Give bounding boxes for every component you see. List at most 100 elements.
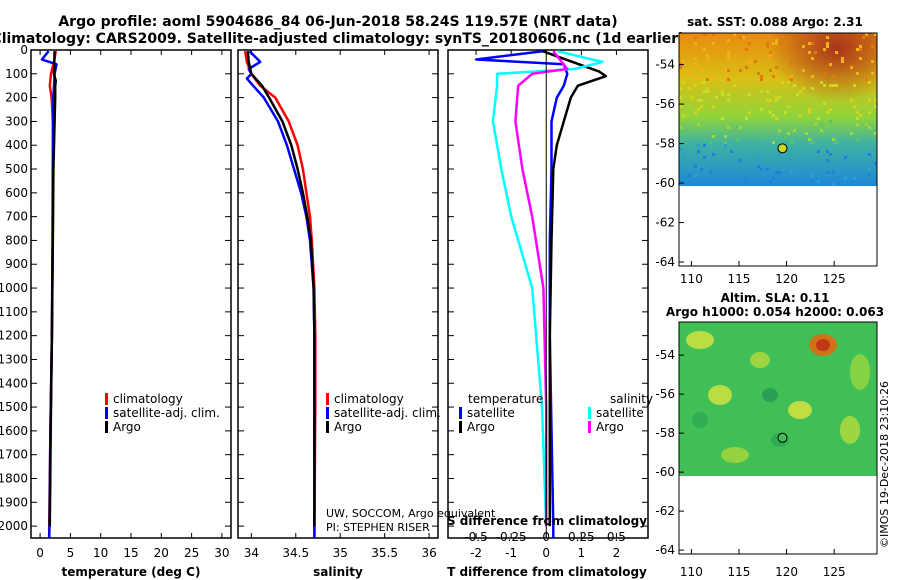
sst-pixel <box>811 57 814 60</box>
legend-swatch-t-satellite <box>459 407 462 419</box>
sst-pixel <box>682 153 685 156</box>
sst-pixel <box>727 51 730 54</box>
legend-title-salinity: salinity <box>610 392 653 406</box>
depth-tick-label: 200 <box>5 91 28 105</box>
sst-pixel <box>871 60 874 63</box>
sst-pixel <box>739 69 742 72</box>
sst-pixel <box>820 81 823 84</box>
sla-map-frame <box>678 321 878 555</box>
sst-pixel <box>706 54 709 57</box>
sst-pixel <box>835 84 838 87</box>
x-tick-label: 25 <box>184 546 199 560</box>
legend-swatch-climatology <box>105 393 108 405</box>
sst-pixel <box>727 54 730 57</box>
lon-tick-label: 120 <box>775 272 798 286</box>
sst-pixel <box>703 81 706 84</box>
sst-pixel <box>793 129 796 132</box>
sst-pixel <box>712 105 715 108</box>
temperature-legend: climatology satellite-adj. clim. Argo <box>105 392 220 434</box>
sst-pixel <box>793 84 796 87</box>
x-tick-label: 0.5 <box>607 530 626 544</box>
sst-pixel <box>871 45 874 48</box>
sst-pixel <box>754 60 757 63</box>
sst-pixel <box>709 171 712 174</box>
lat-tick-label: -56 <box>655 97 675 111</box>
difference-s-ticks: -0.5-0.2500.250.5 <box>464 530 626 544</box>
sst-pixel <box>808 165 811 168</box>
sst-pixel <box>811 87 814 90</box>
sst-pixel <box>703 48 706 51</box>
sst-pixel <box>757 72 760 75</box>
sst-pixel <box>817 180 820 183</box>
sst-pixel <box>682 81 685 84</box>
x-tick-label: -1 <box>505 546 517 560</box>
sst-pixel <box>694 165 697 168</box>
sst-pixel <box>679 180 682 183</box>
sst-speckle <box>679 33 877 186</box>
sst-pixel <box>874 162 877 165</box>
sst-pixel <box>697 99 700 102</box>
sst-pixel <box>742 36 745 39</box>
sst-pixel <box>859 45 862 48</box>
sla-anomaly <box>816 339 830 351</box>
sst-pixel <box>784 111 787 114</box>
sst-pixel <box>778 96 781 99</box>
sst-pixel <box>712 42 715 45</box>
sst-pixel <box>724 69 727 72</box>
sst-pixel <box>778 153 781 156</box>
sst-pixel <box>757 156 760 159</box>
x-tick-label: 15 <box>123 546 138 560</box>
sst-pixel <box>871 72 874 75</box>
sst-pixel <box>841 57 844 60</box>
x-tick-label: 20 <box>154 546 169 560</box>
depth-tick-label: 0 <box>20 43 28 57</box>
sst-pixel <box>850 132 853 135</box>
sst-pixel <box>727 126 730 129</box>
difference-xlabel-top: S difference from climatology <box>447 514 647 528</box>
x-tick-label: 10 <box>93 546 108 560</box>
sst-pixel <box>775 66 778 69</box>
sst-pixel <box>808 42 811 45</box>
sst-pixel <box>805 132 808 135</box>
lat-tick-label: -62 <box>655 216 675 230</box>
sst-lon-ticks: 110 115 120 125 <box>680 261 846 286</box>
sst-pixel <box>703 33 706 36</box>
sst-pixel <box>874 33 877 36</box>
legend-title-temperature: temperature <box>468 392 543 406</box>
sst-pixel <box>832 183 835 186</box>
sst-pixel <box>868 126 871 129</box>
sst-pixel <box>769 51 772 54</box>
x-tick-label: 30 <box>214 546 229 560</box>
sst-pixel <box>826 150 829 153</box>
sst-pixel <box>829 84 832 87</box>
sst-pixel <box>700 78 703 81</box>
sst-pixel <box>679 147 682 150</box>
sst-pixel <box>778 129 781 132</box>
sst-pixel <box>697 165 700 168</box>
sst-pixel <box>691 96 694 99</box>
sst-pixel <box>748 93 751 96</box>
sst-pixel <box>811 180 814 183</box>
sst-pixel <box>859 57 862 60</box>
sst-pixel <box>733 33 736 36</box>
legend-swatch-argo <box>105 421 108 433</box>
sla-anomaly <box>840 416 860 444</box>
sst-pixel <box>736 126 739 129</box>
sla-map-title-2: Argo h1000: 0.054 h2000: 0.063 <box>666 305 884 319</box>
sst-pixel <box>808 51 811 54</box>
x-tick-label: 36 <box>421 546 436 560</box>
sst-pixel <box>799 114 802 117</box>
x-tick-label: 0 <box>36 546 44 560</box>
sst-pixel <box>769 111 772 114</box>
float-location-marker <box>777 432 788 443</box>
sst-map-frame <box>678 32 878 267</box>
sst-pixel <box>856 123 859 126</box>
sst-pixel <box>814 123 817 126</box>
legend-swatch-s-argo <box>588 421 591 433</box>
sst-pixel <box>862 36 865 39</box>
sst-pixel <box>697 129 700 132</box>
sst-pixel <box>769 180 772 183</box>
sla-map-title-1: Altim. SLA: 0.11 <box>721 291 830 305</box>
sst-pixel <box>826 36 829 39</box>
sla-anomaly <box>788 401 812 419</box>
